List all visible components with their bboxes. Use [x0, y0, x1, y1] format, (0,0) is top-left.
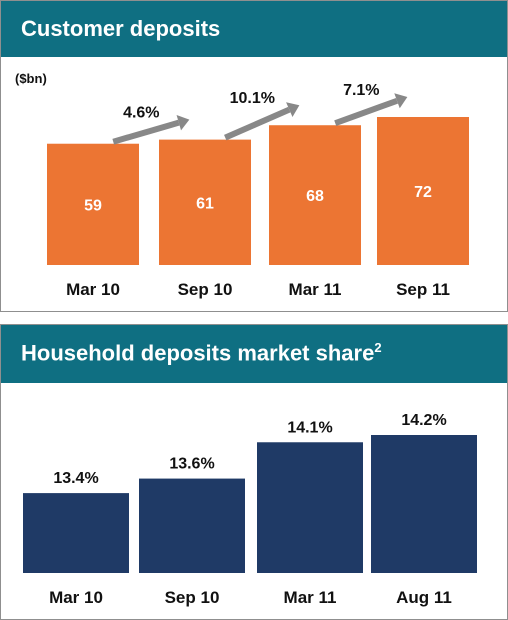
- bar-value-label: 13.4%: [53, 470, 98, 487]
- bar-value-label: 59: [84, 197, 102, 214]
- growth-arrow-head: [176, 114, 190, 131]
- growth-label: 4.6%: [123, 105, 159, 122]
- bar-value-label: 13.6%: [169, 456, 214, 473]
- bar-sep-10: [139, 478, 245, 573]
- unit-label: ($bn): [15, 71, 47, 86]
- customer-deposits-panel: Customer deposits ($bn) 59 Mar 10 61 Sep 10 6…: [0, 0, 508, 312]
- customer-deposits-title: Customer deposits: [21, 16, 221, 41]
- x-tick-label: Mar 11: [284, 588, 337, 607]
- x-tick-label: Sep 11: [396, 280, 450, 299]
- bar-mar-11: [257, 442, 363, 573]
- bar-value-label: 61: [196, 195, 214, 212]
- bar-sep-11: [377, 117, 469, 265]
- customer-deposits-chart: ($bn) 59 Mar 10 61 Sep 10 68 Mar 11 72 Sep 11 4.6…: [15, 71, 469, 299]
- growth-arrow-shaft: [224, 106, 291, 141]
- bar-mar-10: [23, 493, 129, 573]
- bar-mar-10: [47, 143, 139, 265]
- growth-arrow-shaft: [112, 119, 180, 145]
- growth-arrow-head: [394, 93, 408, 109]
- bar-value-label: 14.1%: [287, 419, 332, 436]
- bar-sep-10: [159, 139, 251, 265]
- bar-value-label: 72: [414, 184, 432, 201]
- customer-deposits-header: Customer deposits: [1, 1, 507, 57]
- x-tick-label: Mar 10: [49, 588, 103, 607]
- x-tick-label: Sep 10: [165, 588, 220, 607]
- growth-arrow-head: [286, 102, 300, 117]
- market-share-header: Household deposits market share2: [1, 325, 507, 383]
- market-share-panel: Household deposits market share2 13.4% Ma…: [0, 324, 508, 620]
- bar-aug-11: [371, 435, 477, 573]
- footnote-marker: 2: [374, 340, 382, 355]
- market-share-chart: 13.4% Mar 10 13.6% Sep 10 14.1% Mar 11 14.2% Au…: [23, 412, 477, 607]
- x-tick-label: Sep 10: [178, 280, 233, 299]
- growth-label: 10.1%: [230, 90, 275, 107]
- growth-label: 7.1%: [343, 82, 379, 99]
- growth-arrow-shaft: [334, 97, 399, 127]
- bar-value-label: 14.2%: [401, 412, 446, 429]
- x-tick-label: Mar 10: [66, 280, 120, 299]
- x-tick-label: Aug 11: [396, 588, 452, 607]
- market-share-title-text: Household deposits market share: [21, 340, 375, 366]
- bar-mar-11: [269, 125, 361, 265]
- market-share-title: Household deposits market share2: [21, 340, 382, 366]
- bar-value-label: 68: [306, 188, 324, 205]
- x-tick-label: Mar 11: [289, 280, 342, 299]
